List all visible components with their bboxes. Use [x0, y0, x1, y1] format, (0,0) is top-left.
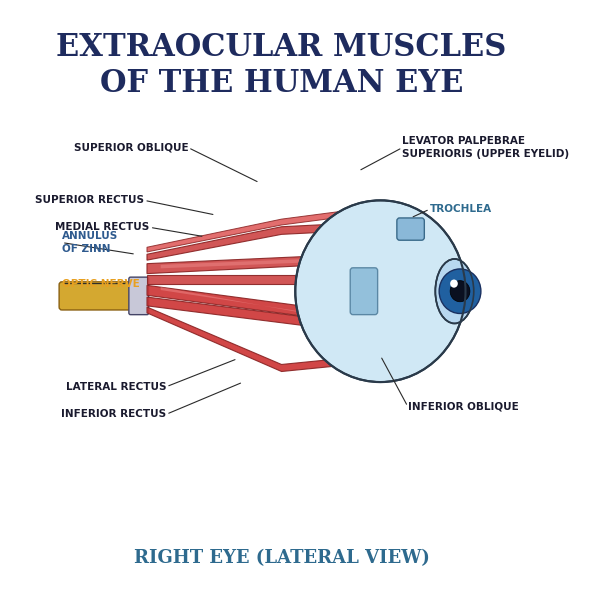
FancyBboxPatch shape [59, 282, 139, 310]
Text: OF THE HUMAN EYE: OF THE HUMAN EYE [100, 68, 463, 98]
Text: SUPERIOR RECTUS: SUPERIOR RECTUS [35, 196, 144, 205]
FancyBboxPatch shape [129, 277, 149, 314]
Polygon shape [161, 257, 364, 268]
Text: RIGHT EYE (LATERAL VIEW): RIGHT EYE (LATERAL VIEW) [134, 549, 430, 567]
FancyBboxPatch shape [350, 268, 377, 314]
Ellipse shape [436, 259, 474, 323]
Polygon shape [147, 307, 400, 371]
Text: EXTRAOCULAR MUSCLES: EXTRAOCULAR MUSCLES [56, 32, 507, 64]
Polygon shape [147, 297, 380, 335]
Text: OPTIC NERVE: OPTIC NERVE [62, 278, 140, 289]
FancyBboxPatch shape [397, 218, 424, 240]
Circle shape [450, 280, 458, 287]
Polygon shape [147, 275, 295, 284]
Circle shape [295, 200, 466, 382]
Text: SUPERIOR OBLIQUE: SUPERIOR OBLIQUE [74, 143, 188, 152]
Polygon shape [147, 286, 380, 326]
Polygon shape [147, 206, 380, 252]
Text: TROCHLEA: TROCHLEA [430, 204, 492, 214]
Circle shape [439, 269, 481, 313]
Text: ANNULUS
OF ZINN: ANNULUS OF ZINN [62, 232, 118, 254]
Text: MEDIAL RECTUS: MEDIAL RECTUS [55, 223, 150, 232]
Text: LEVATOR PALPEBRAE
SUPERIORIS (UPPER EYELID): LEVATOR PALPEBRAE SUPERIORIS (UPPER EYEL… [403, 136, 569, 159]
Polygon shape [147, 253, 380, 274]
Polygon shape [147, 221, 400, 260]
Circle shape [450, 281, 470, 302]
Polygon shape [161, 287, 364, 324]
Text: INFERIOR OBLIQUE: INFERIOR OBLIQUE [408, 401, 518, 412]
Text: INFERIOR RECTUS: INFERIOR RECTUS [61, 409, 166, 419]
Text: LATERAL RECTUS: LATERAL RECTUS [66, 382, 166, 392]
